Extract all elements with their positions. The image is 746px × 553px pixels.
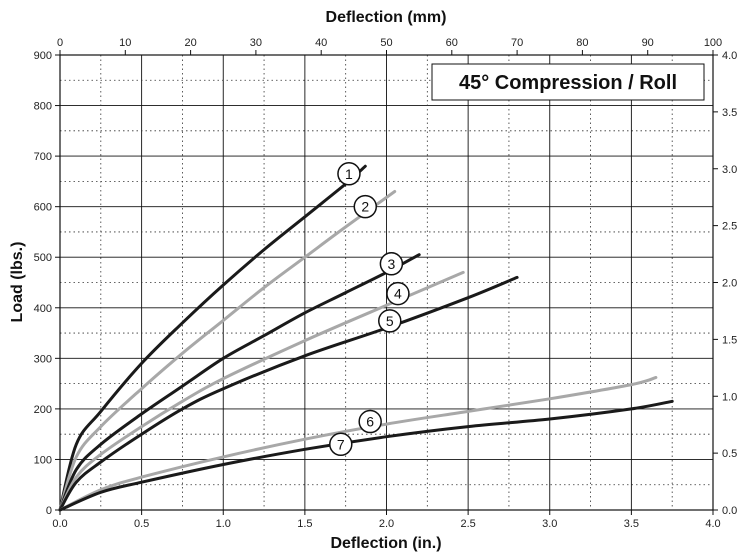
curve-label-text: 5 (386, 313, 394, 329)
y-tick-label-right: 4.0 (722, 50, 737, 62)
x-tick-label-bottom: 3.0 (542, 518, 557, 530)
y-tick-label-right: 1.5 (722, 334, 737, 346)
y-tick-label-right: 0.0 (722, 505, 737, 517)
y-tick-label-left: 300 (34, 353, 52, 365)
x-tick-label-top: 90 (642, 37, 654, 49)
curve-label-text: 2 (361, 199, 369, 215)
curve-label-text: 4 (394, 286, 402, 302)
y-tick-label-right: 2.0 (722, 278, 737, 290)
curve-label-5: 5 (379, 310, 401, 332)
x-tick-label-top: 100 (704, 37, 722, 49)
x-tick-label-bottom: 0.0 (52, 518, 67, 530)
curve-label-2: 2 (354, 196, 376, 218)
y-tick-label-left: 200 (34, 404, 52, 416)
y-tick-label-left: 0 (46, 505, 52, 517)
y-tick-label-left: 900 (34, 50, 52, 62)
x-tick-label-top: 70 (511, 37, 523, 49)
x-tick-label-bottom: 2.5 (460, 518, 475, 530)
y-tick-label-right: 1.0 (722, 391, 737, 403)
y-tick-label-left: 100 (34, 454, 52, 466)
x-tick-label-top: 0 (57, 37, 63, 49)
curve-label-7: 7 (330, 433, 352, 455)
curve-label-text: 7 (337, 436, 345, 452)
curve-label-text: 6 (366, 414, 374, 430)
y-tick-label-right: 2.5 (722, 221, 737, 233)
y-tick-label-left: 600 (34, 202, 52, 214)
x-axis-title-bottom: Deflection (in.) (330, 535, 441, 552)
x-tick-label-top: 50 (380, 37, 392, 49)
x-tick-label-top: 80 (576, 37, 588, 49)
curve-label-3: 3 (380, 253, 402, 275)
x-tick-label-bottom: 3.5 (624, 518, 639, 530)
chart-title: 45° Compression / Roll (459, 72, 677, 94)
x-tick-label-bottom: 1.5 (297, 518, 312, 530)
x-tick-label-top: 40 (315, 37, 327, 49)
y-axis-title-left: Load (lbs.) (9, 242, 26, 323)
curve-label-4: 4 (387, 283, 409, 305)
x-tick-label-top: 10 (119, 37, 131, 49)
x-tick-label-top: 60 (446, 37, 458, 49)
y-tick-label-right: 0.5 (722, 448, 737, 460)
title-box: 45° Compression / Roll (432, 64, 704, 100)
curve-label-text: 1 (345, 166, 353, 182)
x-tick-label-bottom: 0.5 (134, 518, 149, 530)
y-tick-label-left: 500 (34, 252, 52, 264)
y-tick-label-left: 800 (34, 101, 52, 113)
curve-label-text: 3 (387, 256, 395, 272)
x-tick-label-top: 30 (250, 37, 262, 49)
x-tick-label-top: 20 (184, 37, 196, 49)
x-tick-label-bottom: 2.0 (379, 518, 394, 530)
x-axis-title-top: Deflection (mm) (326, 9, 447, 26)
curve-label-6: 6 (359, 411, 381, 433)
x-tick-label-bottom: 1.0 (216, 518, 231, 530)
y-tick-label-right: 3.5 (722, 107, 737, 119)
x-tick-label-bottom: 4.0 (705, 518, 720, 530)
y-tick-label-left: 700 (34, 151, 52, 163)
curve-label-1: 1 (338, 163, 360, 185)
y-tick-label-left: 400 (34, 303, 52, 315)
y-tick-label-right: 3.0 (722, 164, 737, 176)
